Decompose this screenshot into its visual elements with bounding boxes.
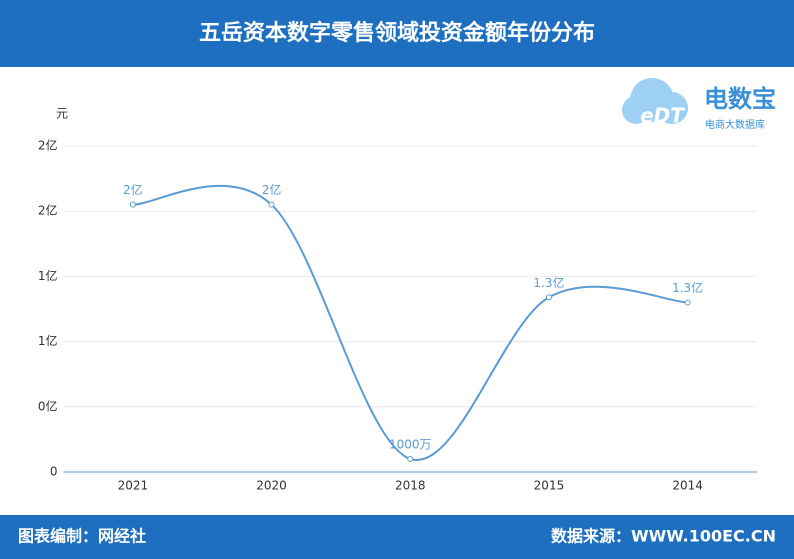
footer-left: 图表编制：网经社 <box>18 527 146 546</box>
y-tick-label: 1亿 <box>38 268 58 283</box>
point <box>684 299 691 306</box>
footer-right: 数据来源：WWW.100EC.CN <box>551 527 776 546</box>
data-label: 1.3亿 <box>533 275 564 290</box>
data-label: 2亿 <box>262 182 282 197</box>
data-label: 1.3亿 <box>672 280 703 295</box>
data-label: 2亿 <box>123 182 143 197</box>
logo-name: 电数宝 <box>704 85 776 113</box>
logo: eDT 电数宝 电商大数据库 <box>622 78 776 131</box>
point <box>407 455 414 462</box>
point <box>129 201 136 208</box>
y-tick-label: 2亿 <box>38 203 58 218</box>
header-bar <box>0 0 794 67</box>
y-tick-label: 1亿 <box>38 333 58 348</box>
data-label: 1000万 <box>389 437 432 451</box>
logo-tagline: 电商大数据库 <box>705 118 765 131</box>
logo-cloud <box>656 92 688 124</box>
point <box>268 201 275 208</box>
y-tick-label: 0 <box>50 465 58 479</box>
x-tick-label: 2020 <box>256 479 287 493</box>
x-tick-label: 2021 <box>118 479 149 493</box>
y-axis-label: 元 <box>56 107 68 121</box>
logo-cloud <box>622 96 650 124</box>
y-tick-label: 2亿 <box>38 138 58 153</box>
x-tick-label: 2018 <box>395 479 426 493</box>
chart-title: 五岳资本数字零售领域投资金额年份分布 <box>199 20 595 46</box>
logo-mark: eDT <box>640 104 685 128</box>
x-tick-label: 2015 <box>534 479 565 493</box>
y-tick-label: 0亿 <box>38 398 58 413</box>
point <box>545 294 552 301</box>
x-tick-label: 2014 <box>672 479 703 493</box>
footer-bar <box>0 515 794 559</box>
